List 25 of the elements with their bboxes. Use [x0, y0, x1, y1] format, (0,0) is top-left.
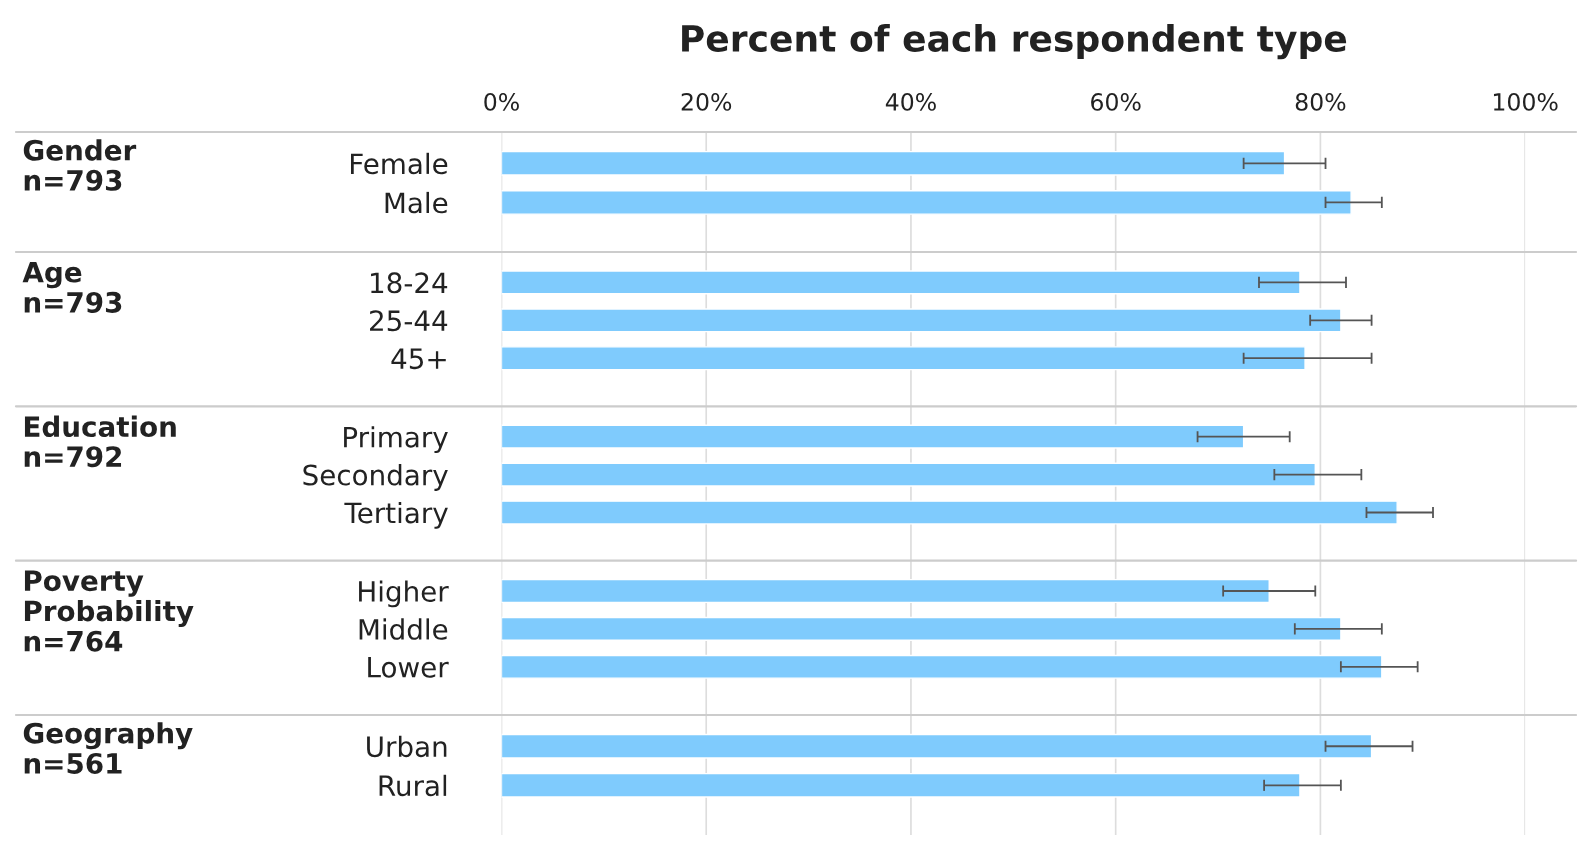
x-tick-label: 40%: [885, 92, 936, 111]
y-tick-label: Female: [351, 152, 448, 175]
y-axis-title: Education n=792: [24, 415, 176, 468]
x-tick-label: 0%: [484, 92, 519, 111]
y-tick-label: Lower: [368, 657, 449, 678]
y-axis-title: Geography n=561: [23, 722, 193, 774]
y-tick-label: Male: [385, 191, 448, 214]
y-tick-label: Primary: [344, 426, 448, 454]
y-tick-label: Urban: [367, 735, 447, 758]
chart-title: Percent of each respondent type: [682, 24, 1347, 60]
y-axis-title: Age n=793: [22, 261, 122, 313]
x-tick-label: 100%: [1493, 92, 1558, 111]
y-tick-label: Tertiary: [344, 501, 448, 529]
y-tick-label: 45+: [391, 348, 446, 370]
y-tick-label: 25-44: [370, 310, 448, 332]
y-tick-label: 18-24: [371, 272, 448, 294]
x-tick-label: 80%: [1295, 92, 1346, 111]
y-tick-label: Secondary: [303, 464, 448, 491]
y-tick-label: Rural: [379, 774, 447, 797]
y-tick-label: Middle: [359, 618, 448, 640]
y-tick-label: Higher: [359, 580, 449, 608]
y-axis-title: Gender n=793: [23, 139, 137, 191]
x-tick-label: 20%: [681, 92, 732, 111]
y-axis-title: Poverty Probability n=764: [24, 570, 194, 652]
x-tick-label: 60%: [1091, 92, 1141, 111]
